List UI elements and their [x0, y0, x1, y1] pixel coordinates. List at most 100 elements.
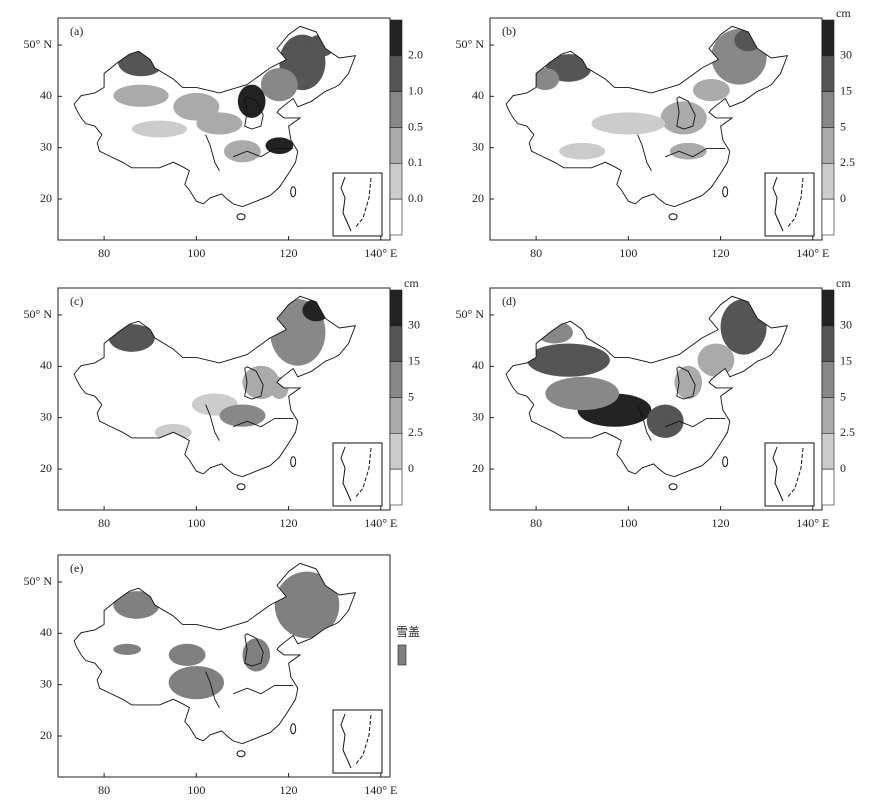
shade-region	[173, 92, 220, 121]
region-line	[676, 96, 696, 130]
axes-frame	[57, 554, 391, 778]
shade-region	[113, 591, 160, 619]
country-outline	[505, 295, 789, 478]
x-tick-label: 100	[187, 783, 205, 797]
shade-region	[545, 376, 620, 411]
shade-region	[260, 67, 298, 102]
y-tick-label: 40	[40, 625, 52, 639]
shade-region	[674, 365, 703, 399]
region-line	[665, 417, 726, 428]
x-tick-label: 140° E	[364, 783, 397, 797]
y-tick-label: 30	[40, 139, 52, 153]
y-tick-label: 50° N	[456, 37, 485, 51]
colorbar-label: 2.5	[840, 425, 855, 439]
colorbar-block	[389, 468, 403, 506]
region-line	[205, 404, 220, 441]
colorbar-block	[821, 127, 835, 164]
shade-region	[131, 120, 188, 138]
region-line	[244, 96, 264, 130]
colorbar-label: 0	[840, 191, 846, 205]
region-line	[637, 404, 652, 441]
shade-region	[307, 34, 335, 57]
inset-frame	[332, 172, 383, 237]
shade-region	[559, 142, 606, 160]
country-outline	[73, 295, 357, 478]
colorbar-label: 5	[408, 389, 414, 403]
country-outline	[505, 25, 789, 208]
inset-line	[354, 447, 372, 499]
shade-region	[168, 666, 224, 700]
shade-region	[646, 404, 684, 438]
shade-region	[669, 142, 707, 160]
inset-frame	[764, 442, 815, 507]
y-tick-label: 50° N	[24, 574, 53, 588]
shade-region	[660, 101, 707, 135]
shade-region	[697, 343, 735, 377]
colorbar-block	[821, 91, 835, 128]
panel-label: (d)	[502, 294, 516, 308]
x-tick-label: 100	[619, 246, 637, 260]
inset-coast	[340, 176, 352, 232]
island	[290, 456, 297, 468]
y-tick-label: 20	[40, 728, 52, 742]
inset-frame	[332, 442, 383, 507]
region-line	[233, 684, 294, 695]
y-tick-label: 20	[40, 191, 52, 205]
region-line	[676, 366, 696, 400]
inset-coast	[772, 446, 784, 502]
colorbar-block	[389, 433, 403, 470]
shading	[113, 34, 335, 163]
shade-region	[274, 571, 340, 639]
colorbar-label: 15	[408, 353, 420, 367]
region-line	[244, 633, 264, 667]
island	[236, 750, 246, 758]
y-tick-label: 30	[40, 409, 52, 423]
x-tick-label: 80	[98, 783, 110, 797]
region-line	[665, 147, 726, 158]
map-panel: (b) 50° N 40 30 20 80 100 120 140° E cm 30 15 5 2.5 0	[456, 6, 855, 260]
colorbar-label: 0.1	[408, 155, 423, 169]
shade-region	[526, 343, 610, 377]
colorbar-unit: cm	[404, 276, 419, 290]
panel-label: (e)	[70, 561, 83, 575]
y-tick-label: 20	[40, 461, 52, 475]
x-tick-label: 140° E	[796, 516, 829, 530]
x-tick-label: 140° E	[364, 516, 397, 530]
shade-region	[242, 365, 280, 399]
colorbar-label: 0	[840, 461, 846, 475]
colorbar-block	[389, 289, 403, 327]
colorbar-block	[389, 325, 403, 362]
region-line	[637, 134, 652, 171]
colorbar-block	[389, 91, 403, 128]
y-tick-label: 30	[472, 409, 484, 423]
colorbar-label: 2.5	[408, 425, 423, 439]
inset-line	[354, 714, 372, 766]
colorbar-block	[821, 289, 835, 327]
colorbar-label: 5	[840, 389, 846, 403]
x-tick-label: 80	[98, 246, 110, 260]
colorbar-label: 0.0	[408, 191, 423, 205]
island	[290, 723, 297, 735]
colorbar-block	[821, 361, 835, 398]
island	[668, 483, 678, 491]
country-outline	[73, 562, 357, 745]
panel-label: (b)	[502, 24, 516, 38]
map-panel: (a) 50° N 40 30 20 80 100 120 140° E 2.0 1.0 0.5 0.1…	[24, 17, 423, 260]
shading	[531, 29, 767, 160]
colorbar-block	[821, 325, 835, 362]
island	[236, 213, 246, 221]
colorbar-label: 30	[840, 318, 852, 332]
colorbar-block	[821, 198, 835, 236]
colorbar-label: 30	[840, 48, 852, 62]
shade-region	[591, 112, 666, 135]
colorbar-block	[821, 55, 835, 92]
x-tick-label: 120	[712, 516, 730, 530]
x-tick-label: 100	[619, 516, 637, 530]
colorbar-block	[821, 468, 835, 506]
x-tick-label: 140° E	[796, 246, 829, 260]
shade-region	[692, 79, 730, 102]
x-tick-label: 100	[187, 516, 205, 530]
colorbar-label: 1.0	[408, 83, 423, 97]
colorbar-block	[389, 127, 403, 164]
